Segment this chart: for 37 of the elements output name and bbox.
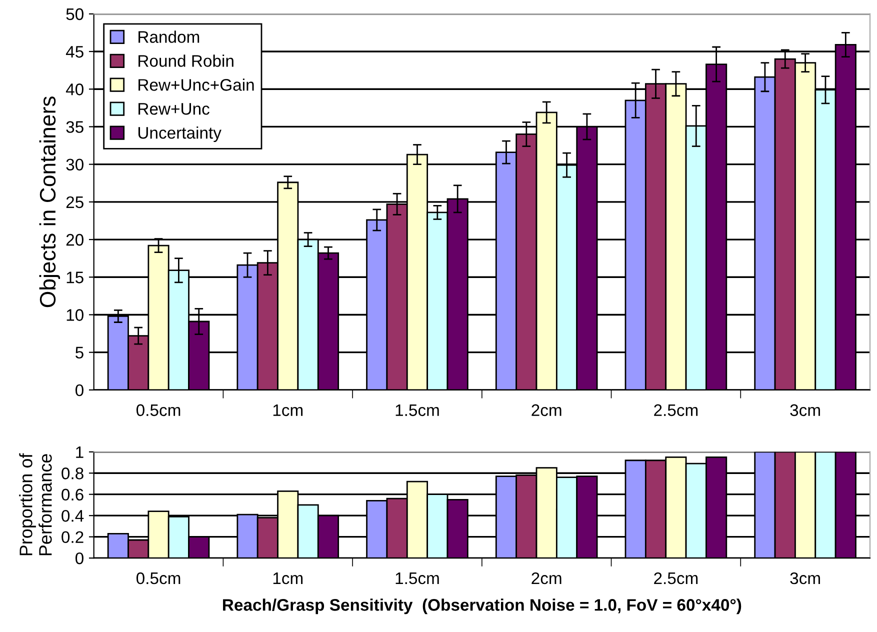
x-tick-label: 2.5cm	[654, 404, 698, 416]
y-tick-label: 40	[66, 84, 84, 96]
y-tick-label: 45	[66, 46, 84, 58]
y-tick-label: 0	[76, 552, 84, 564]
y-axis-title: Proportion of Performance	[19, 453, 52, 556]
y-axis-title: Objects in Containers	[39, 96, 60, 308]
x-tick-label: 3cm	[790, 404, 820, 416]
y-tick-label: 0.4	[62, 510, 84, 522]
legend-label: Uncertainty	[138, 126, 222, 142]
y-tick-label: 0.6	[62, 488, 84, 501]
legend-label: Round Robin	[138, 54, 234, 67]
x-tick-label: 0.5cm	[136, 404, 180, 416]
x-tick-label: 0.5cm	[136, 572, 180, 584]
y-tick-label: 50	[66, 8, 84, 20]
y-tick-label: 0	[76, 384, 84, 396]
legend-label: Rew+Unc	[138, 103, 210, 115]
y-tick-label: 20	[66, 234, 84, 246]
x-tick-label: 2cm	[532, 572, 562, 584]
y-tick-label: 30	[66, 158, 84, 171]
x-axis-title: Reach/Grasp Sensitivity (Observation Noise = 1.0, FoV = 60°x40°)	[223, 598, 742, 614]
y-tick-label: 25	[66, 196, 84, 208]
legend-label: Random	[138, 30, 200, 43]
x-tick-label: 2.5cm	[654, 572, 698, 584]
y-tick-label: 0.2	[62, 531, 84, 544]
x-tick-label: 1cm	[273, 572, 303, 584]
y-tick-label: 0.8	[62, 468, 84, 480]
y-tick-label: 35	[66, 121, 84, 133]
y-tick-label: 10	[66, 309, 84, 321]
x-tick-label: 1.5cm	[396, 572, 439, 584]
x-tick-label: 2cm	[532, 404, 562, 416]
y-tick-label: 5	[76, 346, 84, 359]
x-tick-label: 1cm	[273, 404, 303, 416]
y-tick-label: 15	[66, 272, 84, 284]
x-tick-label: 3cm	[790, 572, 820, 584]
legend-label: Rew+Unc+Gain	[138, 78, 254, 91]
x-tick-label: 1.5cm	[396, 404, 439, 416]
y-tick-label: 1	[76, 446, 84, 458]
